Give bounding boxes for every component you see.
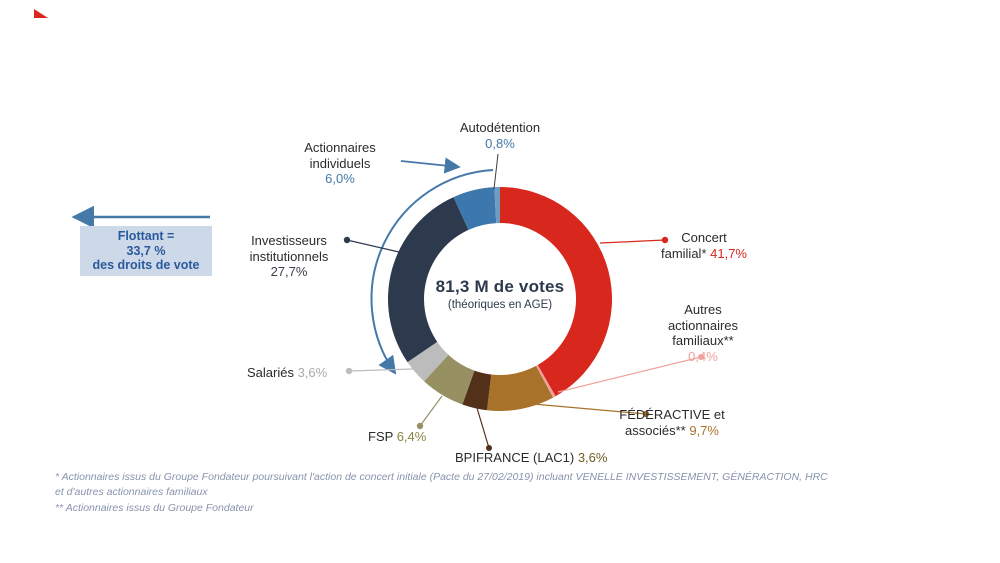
segment-value: 3,6% xyxy=(577,450,608,465)
donut-segment-4[interactable] xyxy=(424,354,475,405)
flottant-arc-arrow xyxy=(370,169,494,375)
footnotes: * Actionnaires issus du Groupe Fondateur… xyxy=(55,470,828,516)
segment-value: 41,7% xyxy=(710,245,747,261)
segment-value: 9,7% xyxy=(689,422,719,438)
leader-line-bpifrance xyxy=(476,407,490,449)
donut-segment-2[interactable] xyxy=(487,365,554,411)
leader-line-autres-familiaux xyxy=(557,356,702,393)
leader-line-investisseurs xyxy=(346,239,400,253)
logo-mark xyxy=(34,9,48,18)
segment-value: 6,4% xyxy=(396,429,427,444)
segment-label: Investisseurs xyxy=(251,233,327,248)
segment-label: individuels xyxy=(309,155,371,171)
segment-label: Actionnaires xyxy=(304,140,376,155)
individuels-arrow xyxy=(400,157,461,174)
callout-autodetention: Autodétention 0,8% xyxy=(425,120,575,151)
segment-label: Autodétention xyxy=(459,120,541,135)
donut-center-label: 81,3 M de votes (théoriques en AGE) xyxy=(400,277,600,311)
callout-investisseurs-institutionnels: Investisseurs institutionnels 27,7% xyxy=(237,233,341,280)
callout-actionnaires-individuels: Actionnaires individuels 6,0% xyxy=(285,140,395,187)
callout-autres-actionnaires-familiaux: Autres actionnaires familiaux** 0,4% xyxy=(650,302,756,364)
chart-subtitle: (théoriques en AGE) xyxy=(447,299,553,311)
donut-segment-7[interactable] xyxy=(453,187,497,230)
footnote-1-line-1: * Actionnaires issus du Groupe Fondateur… xyxy=(55,471,828,483)
callout-federactive: FÉDÉRACTIVE et associés** 9,7% xyxy=(604,407,740,438)
segment-value: 0,4% xyxy=(688,348,718,364)
segment-value: 3,6% xyxy=(297,365,328,380)
donut-segment-6[interactable] xyxy=(388,197,469,363)
callout-fsp: FSP 6,4% xyxy=(368,429,426,445)
callout-bpifrance: BPIFRANCE (LAC1) 3,6% xyxy=(455,450,607,466)
flottant-value: 33,7 % xyxy=(126,243,166,258)
segment-label: FSP xyxy=(368,429,394,444)
donut-segment-1[interactable] xyxy=(536,365,556,398)
donut-segment-0[interactable] xyxy=(500,187,613,397)
segment-label: associés** 9,7% xyxy=(625,422,719,438)
segment-label: Autres xyxy=(684,302,722,317)
leader-line-concert xyxy=(599,239,666,244)
segment-value: 6,0% xyxy=(325,171,355,186)
segment-label: BPIFRANCE (LAC1) xyxy=(455,450,575,465)
segment-label: Salariés xyxy=(247,365,294,380)
segment-label: institutionnels xyxy=(249,248,329,264)
flottant-box: Flottant = 33,7 % des droits de vote xyxy=(80,226,212,276)
segment-label: familiaux** xyxy=(672,333,734,348)
segment-label: familial* 41,7% xyxy=(660,245,747,261)
donut-segment-8[interactable] xyxy=(494,187,500,224)
flottant-line3: des droits de vote xyxy=(92,258,200,272)
flottant-line1: Flottant = xyxy=(117,229,175,243)
segment-value: 0,8% xyxy=(485,135,515,151)
segment-label: FÉDÉRACTIVE et xyxy=(619,407,725,422)
leader-line-fsp xyxy=(419,395,443,427)
footnote-1-line-2: et d'autres actionnaires familiaux xyxy=(55,485,208,498)
footnote-2: ** Actionnaires issus du Groupe Fondateu… xyxy=(55,502,254,514)
segment-label: actionnaires xyxy=(667,317,739,333)
callout-salaries: Salariés 3,6% xyxy=(247,365,327,381)
donut-segment-3[interactable] xyxy=(462,370,492,411)
leader-line-autodetention xyxy=(493,153,499,190)
callout-concert-familial: Concert familial* 41,7% xyxy=(656,230,752,261)
leader-line-salaries xyxy=(348,368,414,372)
chart-title: 81,3 M de votes xyxy=(435,277,565,296)
leader-line-federactive xyxy=(532,403,647,415)
segment-value: 27,7% xyxy=(270,264,308,279)
donut-segment-5[interactable] xyxy=(407,341,449,382)
segment-label: Concert xyxy=(681,230,727,245)
